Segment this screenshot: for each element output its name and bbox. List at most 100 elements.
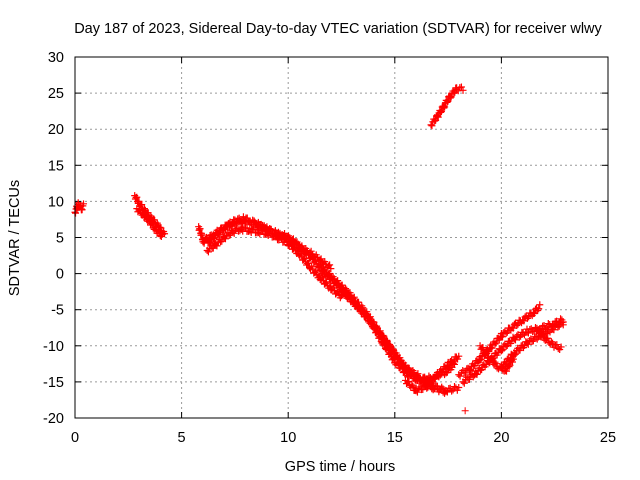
data-points	[71, 83, 567, 415]
y-tick-labels: -20 -15 -10 -5 0 5 10 15 20 25 30	[43, 50, 64, 427]
data-point	[455, 384, 463, 392]
data-point	[256, 220, 264, 228]
x-tick-label: 25	[600, 430, 616, 446]
data-point	[435, 372, 443, 380]
series-track-b	[131, 192, 169, 238]
data-point	[535, 326, 543, 334]
data-point	[133, 193, 141, 201]
data-point	[488, 344, 496, 352]
data-point	[424, 383, 432, 391]
data-point	[499, 346, 507, 354]
data-point	[508, 358, 516, 366]
data-point	[320, 267, 328, 275]
data-point	[366, 316, 374, 324]
data-point	[433, 382, 441, 390]
data-point	[449, 358, 457, 366]
data-point	[479, 344, 487, 352]
data-point	[535, 305, 543, 313]
data-point	[205, 236, 213, 244]
y-tick-label: 0	[56, 267, 64, 283]
data-point	[511, 350, 519, 358]
data-point	[427, 379, 435, 387]
data-point	[529, 337, 537, 345]
series-track-k	[455, 301, 544, 380]
data-point	[455, 352, 463, 360]
data-point	[483, 349, 491, 357]
data-point	[355, 303, 363, 311]
data-point	[158, 230, 166, 238]
data-point	[278, 231, 286, 239]
data-point	[326, 261, 334, 269]
data-point	[544, 334, 552, 342]
data-point	[227, 222, 235, 230]
data-point	[523, 314, 531, 322]
plot-frame	[74, 56, 609, 419]
data-point	[457, 83, 465, 91]
data-point	[498, 365, 506, 373]
data-point	[225, 232, 233, 240]
data-point	[447, 93, 455, 101]
data-point	[232, 221, 240, 229]
data-point	[204, 248, 212, 256]
data-point	[503, 328, 511, 336]
data-point	[341, 288, 349, 296]
data-point	[538, 329, 546, 337]
data-point	[216, 228, 224, 236]
data-point	[145, 215, 153, 223]
data-point	[514, 320, 522, 328]
data-point	[555, 322, 563, 330]
data-point	[222, 225, 230, 233]
data-point	[213, 242, 221, 250]
data-point	[476, 366, 484, 374]
series-track-o	[532, 324, 565, 354]
data-point	[408, 381, 416, 389]
series-track-h	[338, 287, 463, 396]
data-point	[136, 205, 144, 213]
series-track-a	[71, 199, 88, 217]
data-point	[211, 232, 219, 240]
x-tick-label: 20	[493, 430, 509, 446]
data-point	[221, 235, 229, 243]
data-point	[536, 301, 544, 309]
y-tick-label: -5	[51, 303, 64, 319]
y-tick-label: -20	[43, 411, 64, 427]
data-point	[396, 354, 404, 362]
data-point	[477, 356, 485, 364]
data-point	[428, 122, 436, 130]
data-point	[78, 206, 86, 214]
data-point	[267, 225, 275, 233]
data-point	[300, 245, 308, 253]
data-point	[515, 333, 523, 341]
chart-title: Day 187 of 2023, Sidereal Day-to-day VTE…	[74, 21, 602, 37]
data-point	[513, 321, 521, 329]
data-point	[200, 239, 208, 247]
x-tick-label: 15	[387, 430, 403, 446]
data-point	[138, 201, 146, 209]
data-point	[413, 388, 421, 396]
y-tick-label: -15	[43, 375, 64, 391]
data-point	[461, 369, 469, 377]
data-point	[77, 205, 85, 213]
data-point	[465, 375, 473, 383]
series-track-c	[133, 205, 166, 241]
data-point	[456, 372, 464, 380]
data-point	[450, 89, 458, 97]
data-point	[520, 317, 528, 325]
data-point	[246, 217, 254, 225]
data-point	[372, 323, 380, 331]
series-track-g	[316, 266, 458, 385]
data-point	[428, 378, 436, 386]
data-point	[459, 86, 467, 94]
data-point	[524, 340, 532, 348]
data-point	[438, 368, 446, 376]
data-point	[491, 340, 499, 348]
data-point	[323, 270, 331, 278]
data-point	[473, 370, 481, 378]
data-point	[441, 103, 449, 111]
data-point	[445, 362, 453, 370]
data-point	[502, 342, 510, 350]
data-point	[482, 348, 490, 356]
data-point	[230, 229, 238, 237]
